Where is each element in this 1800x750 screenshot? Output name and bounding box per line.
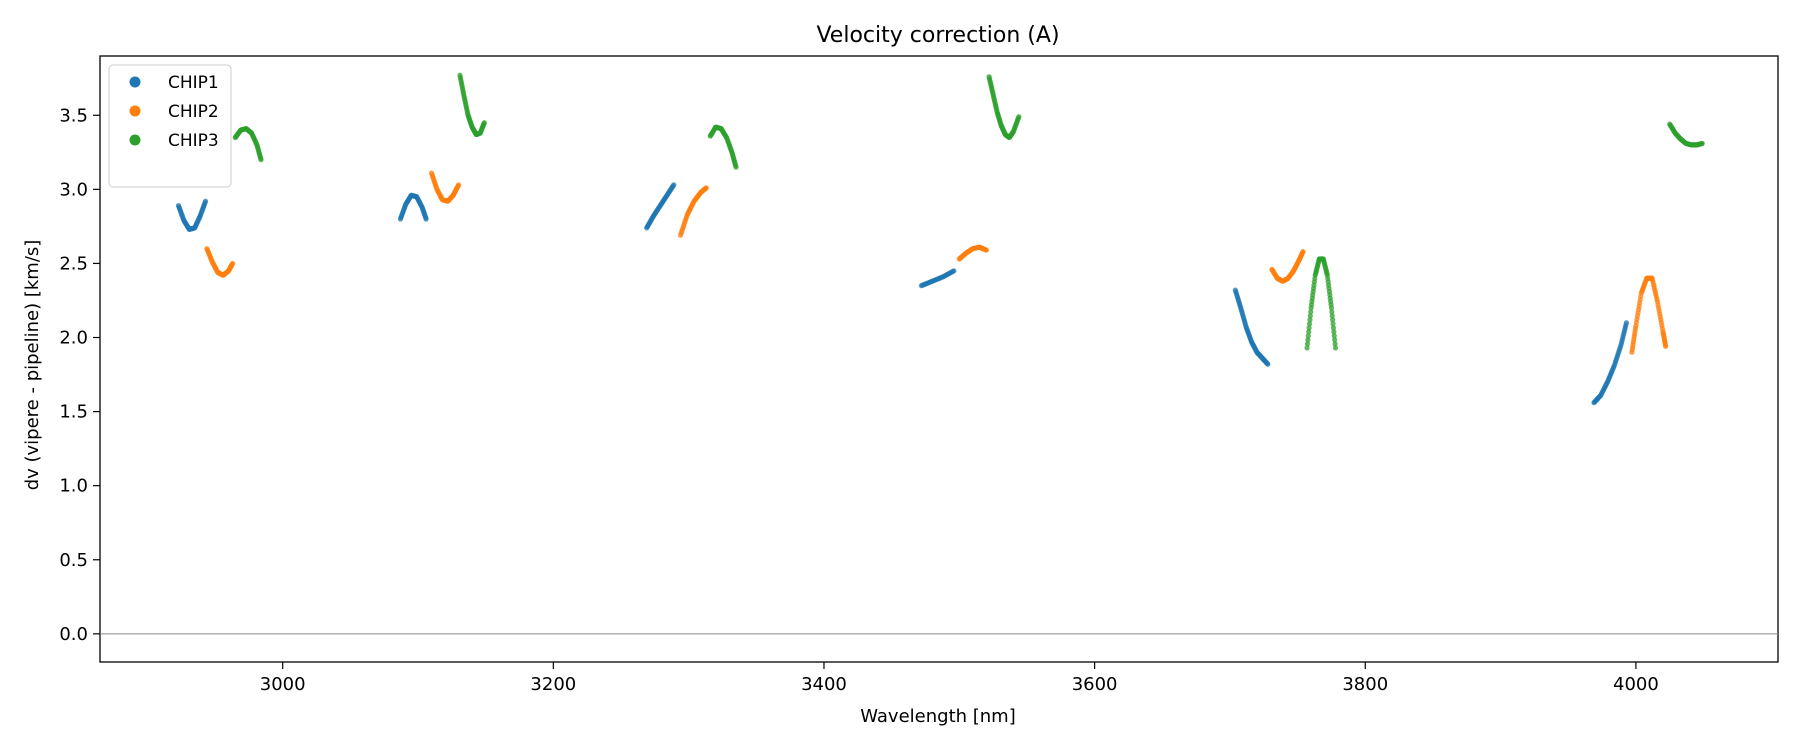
y-tick-label: 0.5: [59, 550, 88, 571]
x-tick-label: 3000: [260, 674, 306, 695]
data-point: [1307, 313, 1313, 319]
data-point: [1265, 361, 1271, 367]
x-axis-label: Wavelength [nm]: [860, 706, 1016, 727]
legend-label-chip1: CHIP1: [168, 73, 219, 93]
data-point: [1016, 114, 1022, 120]
x-tick-label: 3600: [1072, 674, 1118, 695]
data-point: [1306, 321, 1313, 327]
legend-label-chip3: CHIP3: [168, 131, 219, 151]
legend-marker-chip2: [129, 105, 141, 117]
series-chip2: [204, 170, 1669, 355]
y-tick-label: 0.0: [59, 624, 88, 645]
data-point: [1332, 345, 1339, 351]
data-point: [1331, 333, 1337, 339]
series-chip3: [232, 72, 1705, 351]
data-point: [1329, 313, 1335, 319]
y-axis-label: dv (vipere - pipeline) [km/s]: [22, 240, 43, 491]
legend-box: [108, 64, 232, 188]
data-point: [1332, 341, 1338, 347]
data-point: [1308, 309, 1314, 315]
y-tick-label: 2.5: [59, 253, 88, 274]
data-point: [230, 260, 236, 267]
data-point: [671, 182, 677, 188]
data-point: [1663, 343, 1669, 350]
data-point: [1306, 329, 1312, 335]
data-point: [1307, 317, 1313, 323]
data-point: [1330, 317, 1336, 323]
data-point: [1306, 325, 1312, 331]
legend-label-chip2: CHIP2: [168, 102, 219, 122]
y-tick-label: 1.5: [59, 402, 88, 423]
data-point: [481, 120, 487, 126]
series-chip1: [175, 182, 1630, 406]
y-tick-label: 3.5: [59, 105, 88, 126]
plot-frame: [99, 55, 1779, 663]
data-point: [258, 157, 264, 163]
data-point: [1332, 337, 1338, 343]
y-tick-label: 2.0: [59, 328, 88, 349]
x-tick-label: 3800: [1342, 674, 1388, 695]
legend: CHIP1 CHIP2 CHIP3: [108, 64, 232, 188]
data-point: [1328, 305, 1335, 311]
data-point: [202, 198, 209, 204]
data-point: [1330, 321, 1336, 327]
y-tick-label: 3.0: [59, 179, 88, 200]
data-point: [1305, 333, 1311, 339]
legend-marker-chip1: [129, 76, 141, 88]
y-tick-label: 1.0: [59, 476, 88, 497]
plot-area: 3000 3200 3400 3600 3800 4000 0.0 0.5 1.0 1.5 2.0 2…: [59, 55, 1779, 695]
chart-title: Velocity correction (A): [816, 23, 1059, 48]
data-point: [423, 216, 429, 222]
data-point: [1304, 341, 1311, 347]
data-point: [1330, 325, 1337, 331]
data-point: [456, 182, 462, 188]
legend-marker-chip3: [129, 134, 141, 146]
data-point: [951, 268, 957, 274]
data-point: [983, 247, 989, 253]
data-point: [1305, 337, 1311, 343]
data-point: [1300, 248, 1306, 255]
x-tick-label: 3200: [530, 674, 576, 695]
data-point: [1331, 329, 1337, 335]
data-point: [1699, 140, 1705, 147]
x-tick-label: 4000: [1613, 674, 1659, 695]
data-point: [1304, 345, 1310, 351]
x-tick-label: 3400: [801, 674, 847, 695]
data-point: [1329, 309, 1335, 315]
data-point: [703, 185, 709, 191]
data-point: [733, 164, 739, 170]
data-point: [1623, 320, 1630, 326]
